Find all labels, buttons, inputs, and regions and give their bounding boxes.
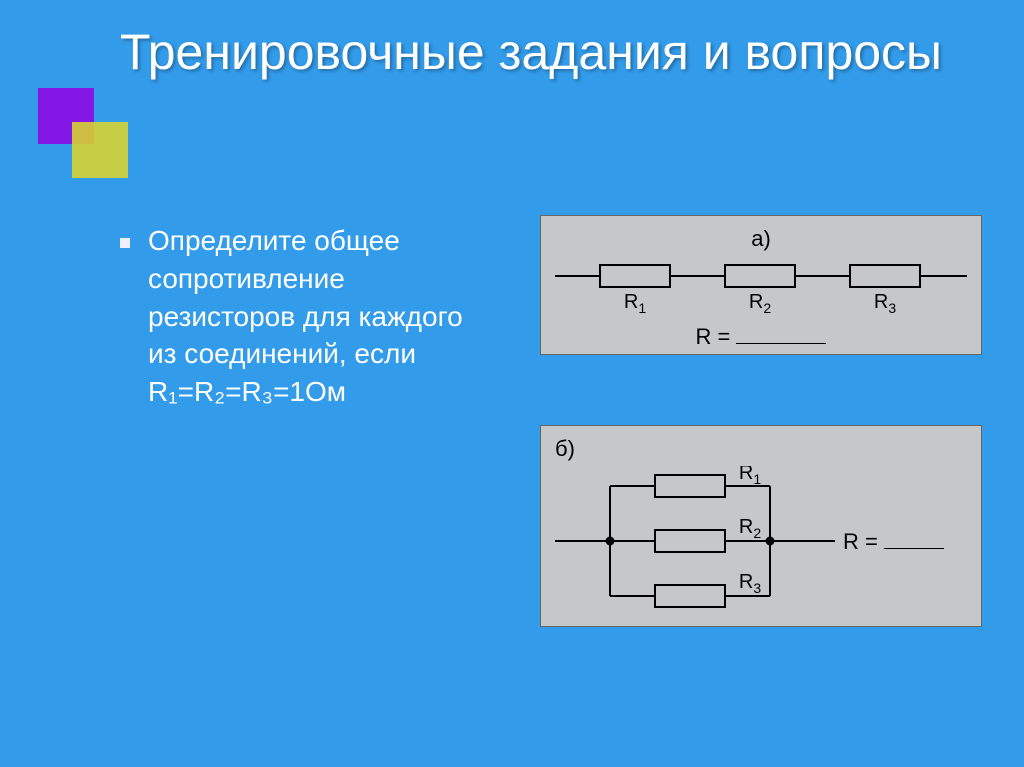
circuit-a-svg: R1 R2 R3 bbox=[555, 256, 967, 316]
result-b-blank bbox=[884, 527, 944, 549]
figure-a-label: а) bbox=[555, 226, 967, 252]
r2-label: R2 bbox=[749, 291, 771, 316]
figures-area: а) R1 R2 R3 R = bbox=[540, 215, 982, 697]
r3-label: R3 bbox=[874, 291, 896, 316]
result-b-prefix: R = bbox=[843, 529, 878, 554]
circuit-b-svg: R1 R2 R3 bbox=[555, 466, 835, 616]
decorative-squares bbox=[38, 88, 128, 178]
figure-b-result: R = bbox=[843, 527, 944, 555]
yellow-square bbox=[72, 122, 128, 178]
slide: Тренировочные задания и вопросы Определи… bbox=[0, 0, 1024, 767]
rb1-label: R1 bbox=[739, 466, 761, 487]
rb3-label: R3 bbox=[739, 571, 761, 596]
r1-label: R1 bbox=[624, 291, 646, 316]
figure-b: б) bbox=[540, 425, 982, 627]
figure-a: а) R1 R2 R3 R = bbox=[540, 215, 982, 355]
result-a-blank bbox=[736, 322, 826, 344]
figure-b-label: б) bbox=[555, 436, 971, 462]
figure-a-result: R = bbox=[555, 322, 967, 350]
rb2-label: R2 bbox=[739, 516, 761, 541]
bullet-icon bbox=[120, 238, 130, 248]
problem-text: Определите общее сопротивление резисторо… bbox=[148, 222, 493, 411]
slide-title: Тренировочные задания и вопросы bbox=[120, 24, 984, 82]
result-a-prefix: R = bbox=[696, 324, 731, 349]
